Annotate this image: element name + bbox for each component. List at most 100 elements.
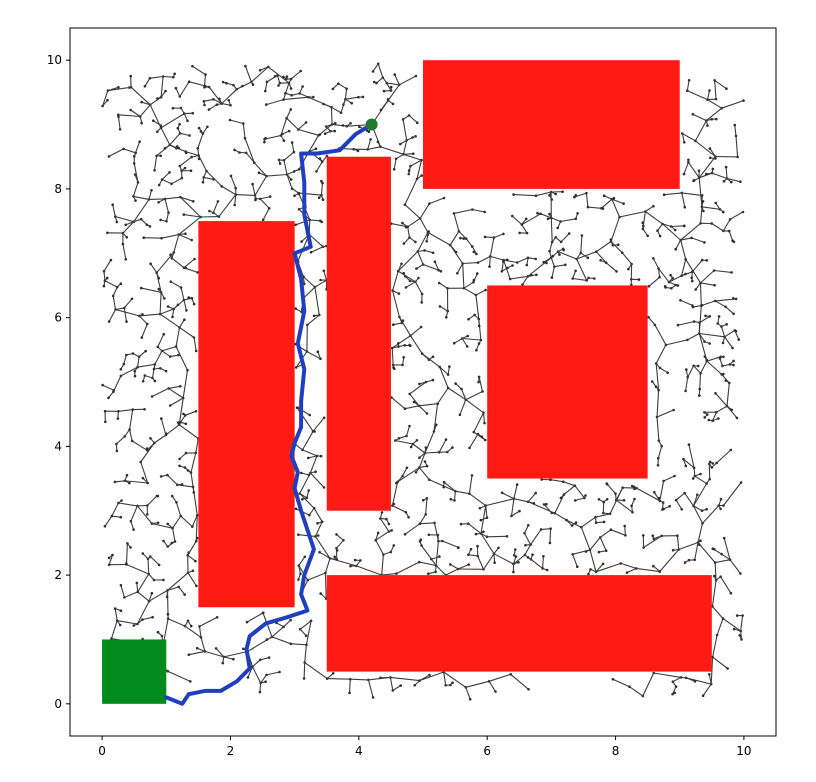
tree-edge	[493, 233, 504, 239]
tree-edge	[177, 484, 194, 488]
tree-node	[478, 506, 482, 510]
tree-node	[289, 87, 293, 90]
tree-edge	[560, 233, 570, 243]
tree-edge	[298, 128, 319, 136]
tree-edge	[435, 541, 439, 566]
tree-edge	[223, 650, 248, 658]
tree-node	[285, 75, 289, 78]
tree-edge	[324, 558, 331, 574]
tree-edge	[699, 315, 711, 324]
tree-edge	[137, 356, 140, 368]
tree-edge	[350, 678, 369, 681]
tree-edge	[706, 356, 721, 362]
tree-edge	[576, 251, 597, 260]
tree-edge	[141, 287, 162, 293]
tree-edge	[136, 505, 153, 524]
tree-node	[331, 87, 335, 91]
tree-node	[673, 474, 676, 478]
tree-node	[307, 489, 311, 492]
tree-node	[420, 301, 424, 304]
tree-node	[187, 551, 190, 554]
tree-node	[246, 676, 250, 679]
tree-node	[641, 221, 644, 224]
tree-edge	[179, 319, 185, 328]
tree-node	[685, 368, 688, 371]
tree-edge	[697, 523, 704, 543]
tree-edge	[112, 375, 122, 393]
tree-edge	[610, 529, 626, 536]
tree-edge	[599, 529, 612, 538]
tree-edge	[725, 167, 728, 179]
tree-edge	[185, 151, 199, 157]
tree-node	[462, 237, 466, 240]
tree-node	[115, 220, 119, 224]
tree-node	[245, 620, 249, 624]
tree-node	[402, 242, 406, 245]
tree-node	[632, 485, 636, 489]
tree-edge	[716, 405, 728, 413]
tree-node	[401, 221, 404, 225]
tree-node	[187, 296, 190, 299]
tree-edge	[460, 388, 467, 400]
tree-node	[192, 302, 196, 306]
tree-node	[511, 264, 514, 267]
tree-node	[165, 595, 169, 599]
tree-edge	[465, 687, 471, 700]
tree-edge	[488, 256, 491, 267]
tree-node	[297, 192, 301, 196]
tree-node	[187, 653, 191, 656]
tree-edge	[493, 553, 496, 563]
tree-edge	[692, 494, 698, 507]
tree-edge	[653, 535, 662, 540]
tree-edge	[260, 657, 270, 661]
tree-edge	[116, 435, 126, 445]
tree-edge	[589, 537, 601, 551]
tree-node	[101, 383, 104, 387]
tree-edge	[698, 156, 716, 179]
tree-node	[342, 103, 345, 106]
tree-node	[732, 359, 735, 363]
tree-node	[183, 166, 187, 170]
tree-node	[529, 273, 533, 277]
tree-edge	[283, 151, 295, 161]
tree-edge	[356, 565, 382, 576]
tree-node	[392, 323, 395, 327]
tree-node	[361, 95, 365, 99]
tree-node	[409, 445, 413, 449]
tree-edge	[469, 493, 487, 507]
tree-edge	[472, 208, 485, 213]
tree-edge	[697, 542, 716, 563]
tree-edge	[430, 558, 437, 566]
tree-node	[292, 170, 296, 173]
tree-edge	[437, 387, 449, 405]
tree-edge	[131, 440, 148, 451]
tree-edge	[319, 551, 331, 559]
tree-node	[302, 677, 306, 680]
tree-node	[449, 563, 452, 566]
tree-node	[273, 75, 277, 78]
tree-node	[472, 278, 476, 282]
tree-node	[521, 283, 524, 286]
tree-edge	[723, 537, 731, 560]
tree-node	[683, 561, 687, 564]
tree-node	[233, 148, 236, 152]
tree-node	[371, 70, 375, 73]
tree-node	[493, 561, 496, 564]
tree-edge	[164, 196, 181, 200]
tree-node	[479, 518, 483, 522]
tree-node	[153, 169, 156, 172]
tree-node	[687, 79, 691, 82]
tree-node	[203, 103, 206, 107]
tree-edge	[108, 148, 124, 157]
tree-edge	[700, 360, 708, 374]
tree-node	[427, 533, 431, 537]
tree-edge	[381, 573, 397, 576]
tree-node	[407, 169, 411, 172]
tree-edge	[453, 338, 463, 344]
tree-node	[150, 395, 154, 398]
tree-edge	[167, 474, 178, 486]
tree-edge	[685, 377, 689, 391]
tree-node	[699, 539, 702, 542]
tree-node	[128, 481, 131, 485]
